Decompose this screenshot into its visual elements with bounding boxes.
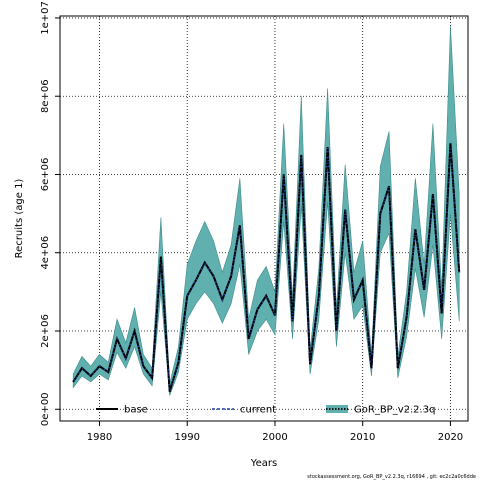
- y-tick-label: 2e+06: [40, 314, 51, 348]
- legend-item: current: [212, 405, 276, 416]
- confidence-band: [72, 25, 460, 396]
- legend: base current GoR_BP_v2.2.3q: [96, 405, 435, 416]
- plot-frame: [59, 15, 469, 422]
- x-tick-label: 2020: [438, 432, 463, 443]
- y-axis: 0e+00 2e+06 4e+06 6e+06 8e+06 1e+07: [40, 1, 60, 426]
- x-axis-title: Years: [250, 458, 277, 469]
- confidence-band-layer: [72, 25, 460, 396]
- legend-label: base: [124, 405, 148, 416]
- legend-swatch-band: [326, 405, 348, 413]
- legend-label: current: [240, 405, 276, 416]
- series-lines-layer: [72, 143, 461, 392]
- y-tick-label: 6e+06: [40, 158, 51, 192]
- y-tick-label: 0e+00: [40, 392, 51, 426]
- footer-credit: stockassessment.org, GoR_BP_v2.2.3q, r16…: [307, 474, 476, 480]
- x-axis: 1980 1990 2000 2010 2020: [87, 421, 463, 443]
- x-tick-label: 1980: [87, 432, 112, 443]
- y-tick-label: 4e+06: [40, 236, 51, 270]
- grid: [60, 16, 468, 421]
- legend-item: base: [96, 405, 148, 416]
- x-tick-label: 2010: [350, 432, 375, 443]
- y-tick-label: 1e+07: [40, 1, 51, 35]
- legend-item: GoR_BP_v2.2.3q: [326, 405, 435, 416]
- x-tick-label: 2000: [262, 432, 287, 443]
- legend-label: GoR_BP_v2.2.3q: [354, 405, 435, 416]
- x-tick-label: 1990: [174, 432, 199, 443]
- series-line-gor-bp-v2-2-3q: [72, 143, 461, 392]
- y-tick-label: 8e+06: [40, 79, 51, 113]
- y-axis-title: Recruits (age 1): [14, 179, 25, 259]
